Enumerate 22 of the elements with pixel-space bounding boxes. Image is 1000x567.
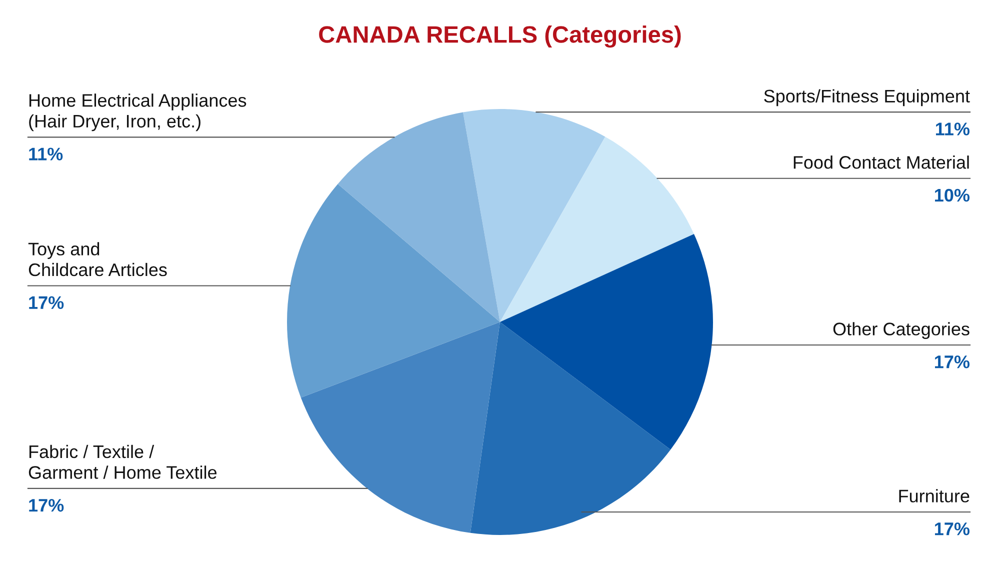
data-label: 11%	[936, 122, 970, 136]
chart-title: CANADA RECALLS (Categories)	[319, 26, 681, 48]
slice-label: Other Categories	[833, 322, 970, 340]
pie-slice	[470, 322, 671, 535]
data-label: 17%	[29, 498, 64, 512]
slice-label: Food Contact Material	[794, 156, 969, 169]
pie-slice	[500, 136, 694, 322]
pie-slice	[300, 322, 500, 533]
slice-label: Fabric / Textile / Garment / Home Textile	[28, 444, 217, 479]
data-label: 17%	[29, 296, 64, 309]
pie-slice	[287, 184, 500, 398]
data-label: 17%	[935, 356, 970, 368]
pie-slice	[338, 112, 500, 322]
data-label: 17%	[935, 522, 970, 536]
pie-slice	[463, 109, 606, 322]
pie-slice	[500, 234, 713, 450]
slice-label: Sports/Fitness Equipment	[764, 89, 970, 106]
slice-label: Furniture	[899, 489, 970, 502]
slice-label: Home Electrical Appliances (Hair Dryer, Iron, etc.)	[29, 94, 246, 132]
data-label: 11%	[29, 148, 63, 160]
data-label: 10%	[935, 188, 970, 202]
slice-label: Toys and Childcare Articles	[28, 242, 167, 276]
